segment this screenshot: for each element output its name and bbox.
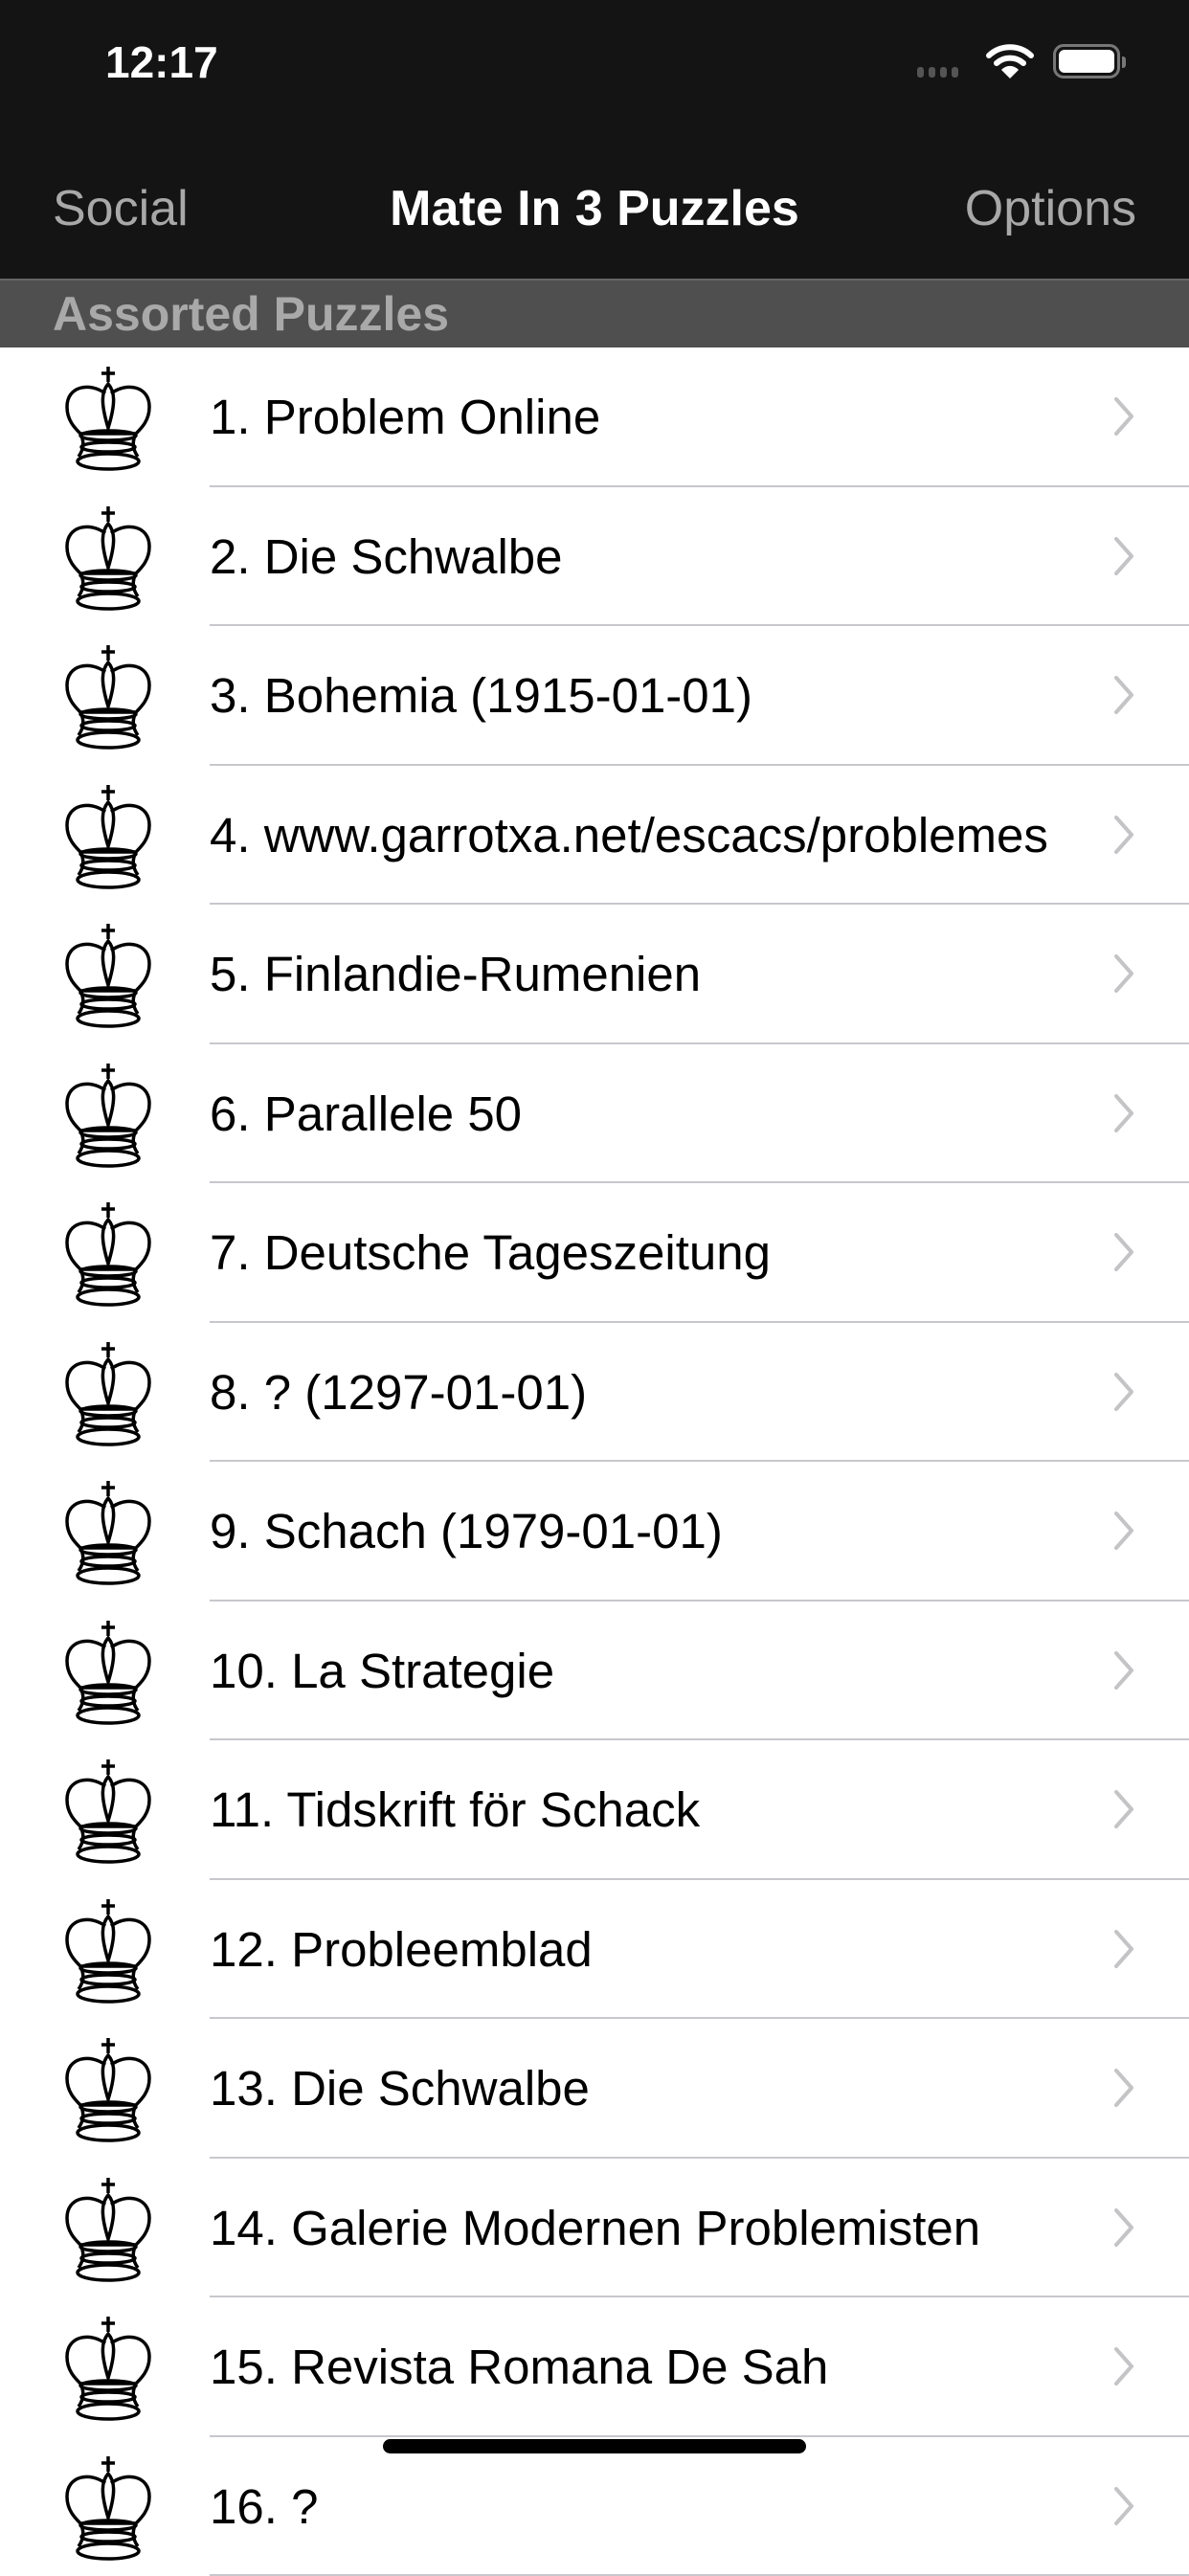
item-label: 3. Bohemia (1915-01-01) [210, 626, 1084, 765]
chess-king-icon [56, 1200, 161, 1308]
chess-king-icon [56, 643, 161, 750]
item-label: 7. Deutsche Tageszeitung [210, 1183, 1084, 1322]
list-item[interactable]: 6. Parallele 50 [0, 1044, 1189, 1184]
chess-king-icon [56, 1619, 161, 1726]
item-label: 6. Parallele 50 [210, 1044, 1084, 1183]
chess-king-icon [56, 1758, 161, 1865]
item-label: 4. www.garrotxa.net/escacs/problemes [210, 766, 1084, 905]
status-time: 12:17 [105, 36, 218, 88]
chess-king-icon [56, 2454, 161, 2562]
battery-icon [1053, 44, 1120, 78]
list-item[interactable]: 14. Galerie Modernen Problemisten [0, 2159, 1189, 2298]
puzzle-list: 1. Problem Online 2. Die Schwalbe [0, 347, 1189, 2576]
item-label: 15. Revista Romana De Sah [210, 2297, 1084, 2436]
item-label: 14. Galerie Modernen Problemisten [210, 2159, 1084, 2297]
navigation-bar: 12:17 Social Mate In 3 Puzzles Options [0, 0, 1189, 279]
chess-king-icon [56, 504, 161, 612]
item-label: 10. La Strategie [210, 1602, 1084, 1740]
list-item[interactable]: 11. Tidskrift för Schack [0, 1740, 1189, 1880]
chevron-right-icon [1112, 952, 1135, 995]
item-label: 12. Probleemblad [210, 1880, 1084, 2019]
chevron-right-icon [1112, 814, 1135, 856]
list-item[interactable]: 9. Schach (1979-01-01) [0, 1462, 1189, 1602]
chevron-right-icon [1112, 2206, 1135, 2249]
chevron-right-icon [1112, 1371, 1135, 1413]
chevron-right-icon [1112, 1928, 1135, 1970]
item-label: 5. Finlandie-Rumenien [210, 905, 1084, 1043]
item-label: 1. Problem Online [210, 347, 1084, 486]
list-item[interactable]: 8. ? (1297-01-01) [0, 1323, 1189, 1463]
section-header: Assorted Puzzles [0, 279, 1189, 347]
chevron-right-icon [1112, 535, 1135, 577]
chevron-right-icon [1112, 1092, 1135, 1134]
chevron-right-icon [1112, 674, 1135, 716]
item-label: 16. ? [210, 2437, 1084, 2576]
item-label: 11. Tidskrift för Schack [210, 1740, 1084, 1879]
chevron-right-icon [1112, 1231, 1135, 1273]
list-item[interactable]: 13. Die Schwalbe [0, 2019, 1189, 2159]
chess-king-icon [56, 922, 161, 1029]
chevron-right-icon [1112, 2067, 1135, 2109]
chevron-right-icon [1112, 1649, 1135, 1691]
home-indicator[interactable] [383, 2439, 806, 2453]
list-item[interactable]: 12. Probleemblad [0, 1880, 1189, 2020]
chess-king-icon [56, 1479, 161, 1586]
chess-king-icon [56, 783, 161, 890]
item-label: 2. Die Schwalbe [210, 487, 1084, 626]
chess-king-icon [56, 1897, 161, 2005]
list-item[interactable]: 1. Problem Online [0, 347, 1189, 487]
list-item[interactable]: 7. Deutsche Tageszeitung [0, 1183, 1189, 1323]
list-item[interactable]: 3. Bohemia (1915-01-01) [0, 626, 1189, 766]
chevron-right-icon [1112, 2345, 1135, 2387]
chess-king-icon [56, 1062, 161, 1169]
item-label: 9. Schach (1979-01-01) [210, 1462, 1084, 1601]
section-title: Assorted Puzzles [53, 286, 449, 342]
wifi-icon [986, 42, 1034, 80]
list-item[interactable]: 5. Finlandie-Rumenien [0, 905, 1189, 1044]
chess-king-icon [56, 2036, 161, 2143]
chevron-right-icon [1112, 1788, 1135, 1830]
item-label: 8. ? (1297-01-01) [210, 1323, 1084, 1462]
list-item[interactable]: 10. La Strategie [0, 1602, 1189, 1741]
chess-king-icon [56, 2315, 161, 2422]
list-item[interactable]: 2. Die Schwalbe [0, 487, 1189, 627]
chess-king-icon [56, 365, 161, 472]
list-item[interactable]: 15. Revista Romana De Sah [0, 2297, 1189, 2437]
chevron-right-icon [1112, 395, 1135, 437]
list-item[interactable]: 4. www.garrotxa.net/escacs/problemes [0, 766, 1189, 906]
chevron-right-icon [1112, 1510, 1135, 1552]
chevron-right-icon [1112, 2485, 1135, 2527]
cellular-signal-icon [917, 67, 958, 78]
chess-king-icon [56, 1340, 161, 1447]
social-button[interactable]: Social [53, 180, 189, 237]
list-item[interactable]: 16. ? [0, 2437, 1189, 2576]
options-button[interactable]: Options [965, 180, 1136, 237]
item-label: 13. Die Schwalbe [210, 2019, 1084, 2158]
chess-king-icon [56, 2176, 161, 2283]
